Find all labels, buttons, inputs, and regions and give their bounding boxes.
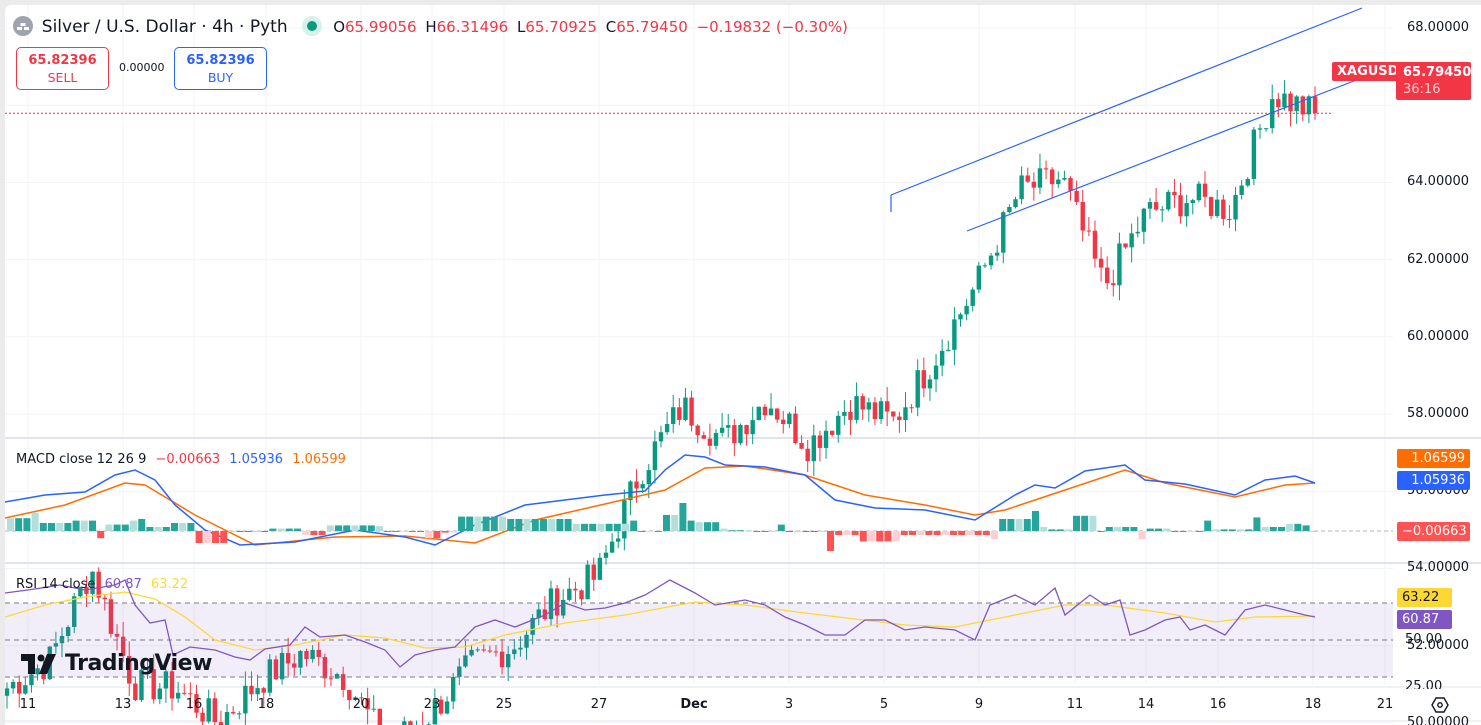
rsi-title[interactable]: RSI 14 close: [16, 577, 96, 592]
price-axis-label: 64.00000: [1407, 174, 1470, 190]
time-axis-label: 11: [1066, 697, 1084, 712]
time-axis-label: 11: [19, 697, 37, 712]
silver-bars-icon: [13, 16, 33, 36]
time-axis-label: 16: [1209, 697, 1227, 712]
rsi-value: 60.87: [104, 577, 142, 592]
price-axis-label: 60.00000: [1407, 328, 1470, 344]
time-axis-label: 25: [495, 697, 513, 712]
time-axis-label: 18: [1304, 697, 1322, 712]
candles: [5, 80, 1318, 725]
macd-title[interactable]: MACD close 12 26 9: [16, 452, 147, 467]
time-axis-label: 20: [352, 697, 370, 712]
last-price-tag: 65.79450 36:16: [1396, 62, 1471, 100]
sell-price: 65.82396: [28, 53, 97, 68]
symbol-title[interactable]: Silver / U.S. Dollar · 4h · Pyth: [41, 17, 288, 37]
rsi-tag: 60.87: [1397, 610, 1452, 629]
rsi-legend: RSI 14 close 60.87 63.22: [16, 577, 193, 592]
symbol-legend: Silver / U.S. Dollar · 4h · Pyth O65.990…: [13, 16, 852, 37]
time-axis-label: 18: [257, 697, 275, 712]
time-axis-label: 5: [879, 697, 889, 712]
price-axis-label: 50.00000: [1407, 714, 1470, 725]
time-axis-label: 23: [423, 697, 441, 712]
time-axis-label: 9: [974, 697, 984, 712]
tradingview-logo-text: TradingView: [65, 651, 212, 676]
time-axis-label: 27: [590, 697, 608, 712]
time-axis-label: 16: [185, 697, 203, 712]
settings-gear-icon[interactable]: [1430, 695, 1450, 715]
ohlc-high: H66.31496: [425, 18, 509, 36]
sell-label: SELL: [47, 70, 78, 85]
price-chart[interactable]: [5, 5, 1481, 725]
buy-price: 65.82396: [186, 53, 255, 68]
ohlc-low: L65.70925: [517, 18, 597, 36]
time-axis-label: 3: [784, 697, 794, 712]
ohlc-open: O65.99056: [333, 18, 417, 36]
rsi-ma-value: 63.22: [150, 577, 189, 592]
price-axis-label: 58.00000: [1407, 406, 1470, 421]
price-axis-label: 52.00000: [1407, 637, 1470, 653]
buy-label: BUY: [207, 70, 234, 85]
tradingview-logo-icon: [21, 653, 56, 674]
sell-button[interactable]: 65.82396 SELL: [16, 47, 109, 90]
macd-value: 1.05936: [229, 452, 284, 467]
market-open-dot-icon: [302, 16, 323, 36]
macd-histogram-value: −0.00663: [155, 452, 221, 467]
price-axis-label: 54.00000: [1407, 560, 1470, 576]
buy-button[interactable]: 65.82396 BUY: [174, 47, 267, 90]
time-axis-label: 21: [1376, 697, 1394, 712]
macd-signal-value: 1.06599: [292, 452, 346, 467]
macd-legend: MACD close 12 26 9 −0.00663 1.05936 1.06…: [16, 452, 351, 467]
macd-signal-tag: 1.06599: [1397, 449, 1470, 468]
price-axis-label: 68.00000: [1407, 20, 1470, 35]
ohlc-change: −0.19832 (−0.30%): [696, 18, 848, 36]
symbol-tag: XAGUSD: [1332, 62, 1404, 81]
price-axis-label: 62.00000: [1407, 251, 1470, 267]
rsi-axis-25: 25.00: [1405, 679, 1443, 689]
time-axis-label: Dec: [680, 697, 708, 712]
spread-value: 0.00000: [119, 61, 165, 74]
tradingview-logo[interactable]: TradingView: [21, 651, 212, 676]
macd-histogram-tag: −0.00663: [1397, 522, 1470, 541]
last-price: 65.79450: [1403, 65, 1472, 80]
chart-frame: Silver / U.S. Dollar · 4h · Pyth O65.990…: [5, 5, 1481, 725]
rsi-axis-50: 50.00: [1405, 632, 1443, 647]
bar-countdown: 36:16: [1403, 82, 1441, 97]
ohlc-close: C65.79450: [605, 18, 688, 36]
rsi-ma-tag: 63.22: [1397, 588, 1452, 607]
macd-line-tag: 1.05936: [1397, 471, 1470, 490]
time-axis-label: 14: [1137, 697, 1155, 712]
time-axis-label: 13: [114, 697, 132, 712]
